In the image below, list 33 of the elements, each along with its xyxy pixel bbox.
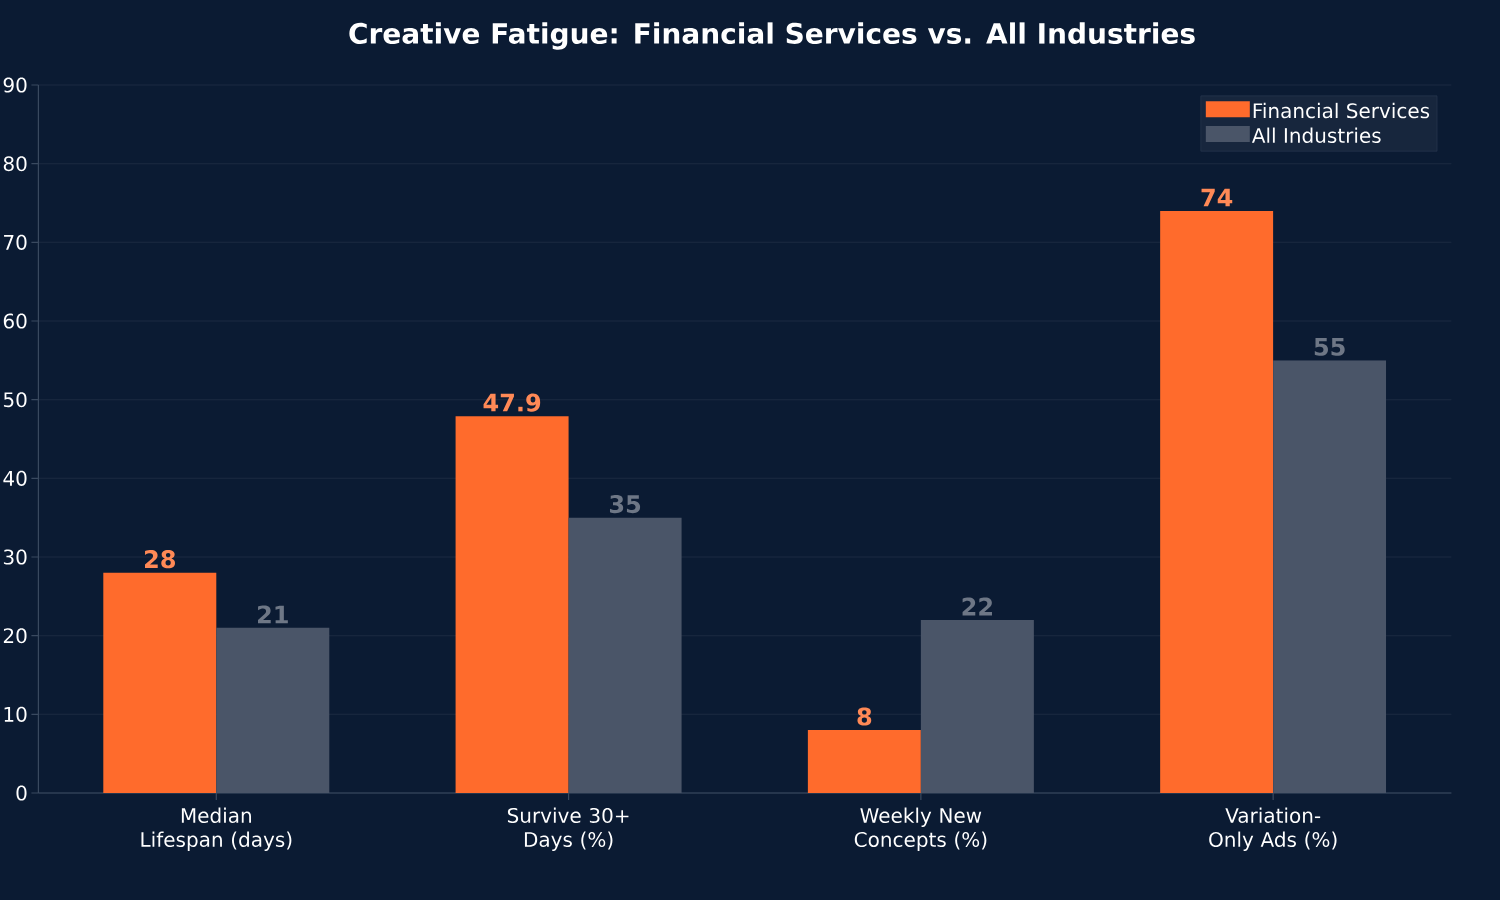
data-label: 35: [609, 494, 641, 514]
y-tick-label: 90: [3, 77, 27, 93]
data-label: 8: [857, 707, 872, 726]
data-label: 28: [145, 550, 176, 569]
chart-title: Creative Fatigue: Financial Services vs. All Industries: [349, 22, 1195, 50]
data-label: 22: [962, 597, 992, 616]
y-tick-label: 10: [4, 706, 27, 722]
y-tick-label: 70: [4, 234, 27, 250]
x-tick-label: Weekly New Concepts (%): [854, 807, 987, 851]
y-tick-label: 30: [3, 549, 27, 565]
bar: [1273, 360, 1387, 794]
data-label: 55: [1314, 337, 1345, 356]
legend-label: All Industries: [1251, 127, 1381, 144]
data-label: 74: [1201, 188, 1233, 207]
bar: [1160, 210, 1274, 794]
y-tick-label: 40: [3, 470, 27, 486]
y-tick-label: 50: [3, 392, 27, 408]
data-label: 21: [258, 605, 288, 624]
bar: [216, 627, 330, 794]
bar: [568, 517, 682, 794]
data-label: 47.9: [483, 393, 541, 412]
x-tick-label: Variation-Only Ads (%): [1209, 807, 1337, 851]
y-tick-label: 20: [3, 628, 27, 644]
y-tick-label: 0: [16, 785, 27, 801]
x-tick-label: Median Lifespan (days): [141, 807, 292, 851]
bar: [920, 619, 1034, 794]
legend-label: Financial Services: [1253, 102, 1430, 119]
bar: [807, 730, 921, 794]
bar: [103, 572, 217, 794]
x-tick-label: Survive 30+ Days (%): [507, 807, 629, 851]
bar: [455, 416, 569, 794]
y-tick-label: 80: [3, 156, 27, 172]
y-tick-label: 60: [3, 313, 27, 329]
